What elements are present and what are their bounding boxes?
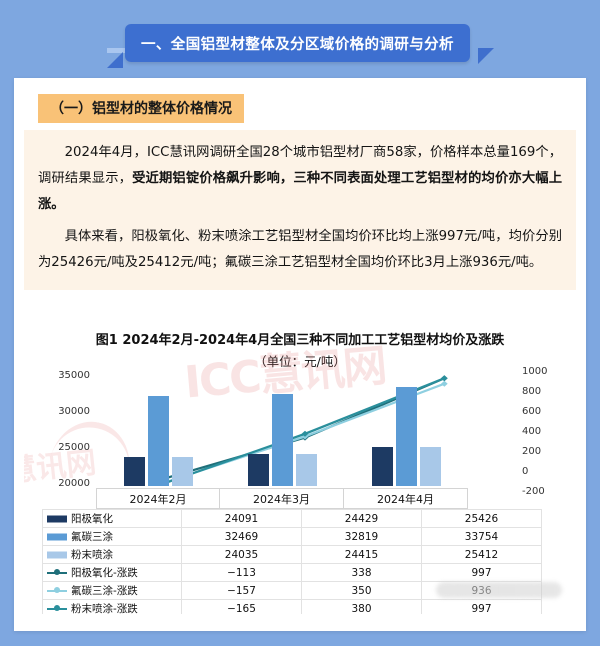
chart-bar [371, 446, 393, 486]
y-axis-right-tick: 1000 [522, 366, 548, 377]
x-axis-label: 2024年3月 [220, 488, 344, 509]
table-cell: 997 [421, 563, 542, 582]
table-cell: 997 [421, 599, 542, 614]
banner-arrow-right-icon [478, 48, 494, 64]
legend-label: 阳极氧化 [71, 513, 113, 525]
table-row: 氟碳三涂 32469 32819 33754 [42, 527, 542, 546]
chart-bar [123, 456, 145, 486]
body-text-block: 2024年4月，ICC慧讯网调研全国28个城市铝型材厂商58家，价格样本总量16… [24, 130, 576, 290]
chart-title: 图1 2024年2月-2024年4月全国三种不同加工工艺铝型材均价及涨跌 [95, 333, 505, 348]
y-axis-left-tick: 35000 [58, 370, 90, 381]
paragraph-1-normal: 2024年4月，ICC慧讯网调研全国28个城市铝型材厂商58家，价格样本总量16… [38, 145, 562, 186]
table-cell: 25426 [421, 509, 542, 528]
y-axis-right-tick: -200 [522, 486, 545, 497]
legend-bar-swatch-icon [47, 515, 67, 522]
table-row: 阳极氧化 24091 24429 25426 [42, 509, 542, 528]
table-cell: −165 [181, 599, 302, 614]
table-cell: 32819 [301, 527, 422, 546]
legend-entry: 阳极氧化 [42, 509, 182, 528]
legend-entry: 阳极氧化-涨跌 [42, 563, 182, 582]
banner-accent-bar-left [107, 48, 127, 53]
paragraph-1: 2024年4月，ICC慧讯网调研全国28个城市铝型材厂商58家，价格样本总量16… [38, 140, 562, 218]
y-axis-right-tick: 200 [522, 446, 542, 457]
legend-line-swatch-icon [47, 605, 67, 611]
table-cell: 380 [301, 599, 422, 614]
chart-panel: ICC慧讯网 慧讯网 图1 2024年2月-2024年4月全国三种不同加工工艺铝… [24, 322, 576, 614]
chart-bar-group [96, 378, 220, 486]
section-subheading: （一）铝型材的整体价格情况 [38, 94, 244, 123]
legend-bar-swatch-icon [47, 533, 67, 540]
chart-bar [395, 386, 417, 486]
table-cell: 350 [301, 581, 422, 600]
chart-line-marker [440, 375, 448, 382]
x-axis-label: 2024年2月 [96, 488, 220, 509]
table-cell: 24415 [301, 545, 422, 564]
chart-line-marker [301, 430, 309, 437]
y-axis-right: 1000 800 600 400 200 0 -200 [518, 366, 558, 497]
legend-line-swatch-icon [47, 587, 67, 593]
y-axis-left-tick: 30000 [58, 406, 90, 417]
legend-bar-swatch-icon [47, 551, 67, 558]
legend-line-swatch-icon [47, 569, 67, 575]
table-cell: 24091 [181, 509, 302, 528]
table-cell: 25412 [421, 545, 542, 564]
chart-data-table: 阳极氧化 24091 24429 25426 氟碳三涂 32469 32819 33754 粉末… [42, 509, 542, 614]
legend-label: 阳极氧化-涨跌 [71, 567, 138, 579]
table-row: 粉末喷涂-涨跌 −165 380 997 [42, 599, 542, 614]
table-cell: 338 [301, 563, 422, 582]
section-subheading-label: （一）铝型材的整体价格情况 [50, 101, 232, 117]
chart-bar [271, 393, 293, 486]
chart-plot: 35000 30000 25000 20000 1000 800 600 400… [42, 366, 558, 497]
page-title: 一、全国铝型材整体及分区域价格的调研与分析 [141, 36, 454, 53]
chart-bar-group [344, 378, 468, 486]
table-cell: −113 [181, 563, 302, 582]
banner-arrow-left-icon [107, 52, 123, 68]
chart-line-marker [440, 380, 448, 387]
chart-bar [419, 447, 441, 486]
x-axis-label: 2024年4月 [344, 488, 468, 509]
table-cell: 24035 [181, 545, 302, 564]
y-axis-left-tick: 25000 [58, 442, 90, 453]
legend-label: 氟碳三涂 [71, 531, 113, 543]
table-row: 粉末喷涂 24035 24415 25412 [42, 545, 542, 564]
chart-bar [295, 454, 317, 486]
y-axis-left-tick: 20000 [58, 478, 90, 489]
table-cell: 33754 [421, 527, 542, 546]
legend-entry: 氟碳三涂 [42, 527, 182, 546]
legend-entry: 粉末喷涂-涨跌 [42, 599, 182, 614]
chart-bar [247, 454, 269, 486]
table-cell: 24429 [301, 509, 422, 528]
table-cell: 32469 [181, 527, 302, 546]
legend-label: 粉末喷涂 [71, 549, 113, 561]
chart-x-axis: 2024年2月 2024年3月 2024年4月 [96, 488, 468, 509]
legend-entry: 氟碳三涂-涨跌 [42, 581, 182, 600]
blurred-badge [436, 582, 562, 598]
y-axis-right-tick: 0 [522, 466, 529, 477]
paragraph-1-bold: 受近期铝锭价格飙升影响，三种不同表面处理工艺铝型材的均价亦大幅上涨。 [38, 170, 563, 212]
chart-bar [171, 456, 193, 486]
legend-label: 粉末喷涂-涨跌 [71, 603, 138, 614]
legend-label: 氟碳三涂-涨跌 [71, 585, 138, 597]
page-header: 一、全国铝型材整体及分区域价格的调研与分析 [0, 24, 600, 86]
chart-bar-group [220, 378, 344, 486]
chart-plot-area [96, 375, 514, 486]
table-cell: −157 [181, 581, 302, 600]
legend-entry: 粉末喷涂 [42, 545, 182, 564]
y-axis-right-tick: 800 [522, 386, 542, 397]
table-row: 阳极氧化-涨跌 −113 338 997 [42, 563, 542, 582]
chart-subtitle: （单位：元/吨） [254, 353, 346, 369]
y-axis-right-tick: 600 [522, 406, 542, 417]
chart-bar [147, 396, 169, 486]
paragraph-2: 具体来看，阳极氧化、粉末喷涂工艺铝型材全国均价环比均上涨997元/吨，均价分别为… [38, 228, 562, 270]
banner-title-tab: 一、全国铝型材整体及分区域价格的调研与分析 [125, 24, 470, 62]
content-card: （一）铝型材的整体价格情况 2024年4月，ICC慧讯网调研全国28个城市铝型材… [14, 78, 586, 631]
y-axis-right-tick: 400 [522, 426, 542, 437]
y-axis-left: 35000 30000 25000 20000 [42, 370, 94, 494]
